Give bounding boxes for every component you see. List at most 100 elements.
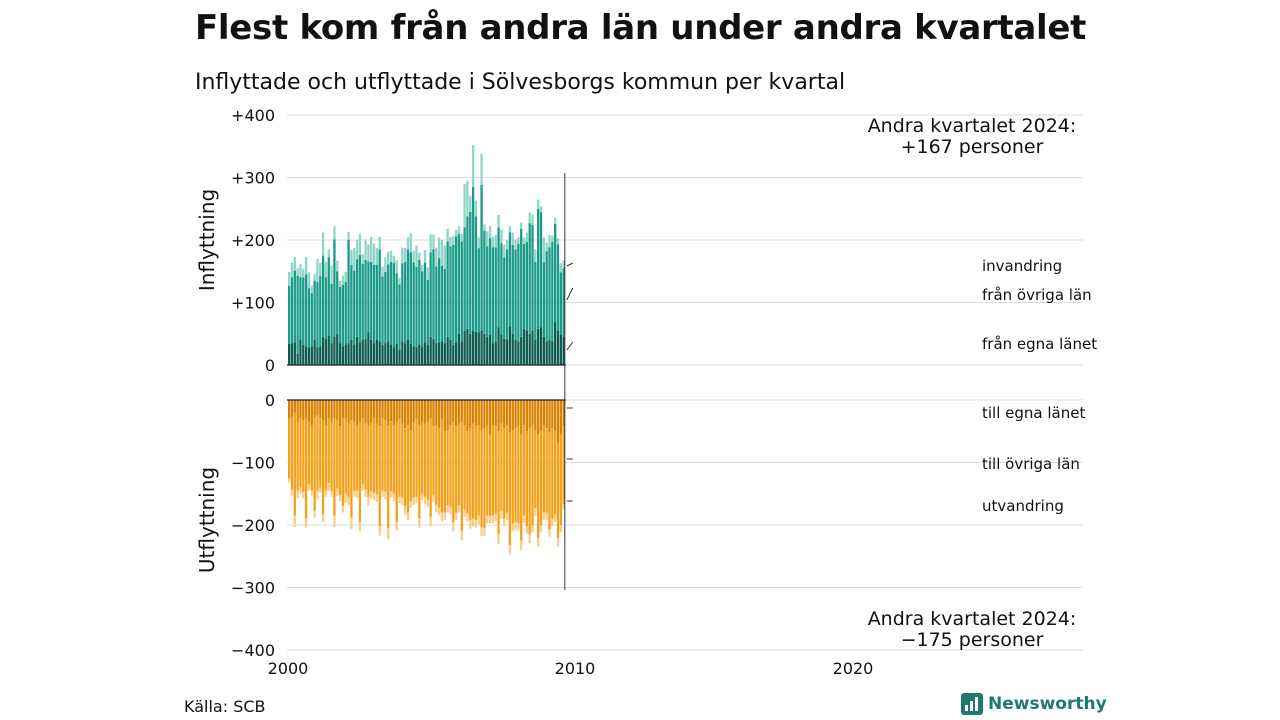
bar-segment bbox=[545, 242, 548, 252]
bar-segment bbox=[559, 272, 562, 335]
bar-segment bbox=[517, 523, 520, 531]
bar-segment bbox=[364, 239, 367, 261]
bar-segment bbox=[525, 526, 529, 534]
bar-segment bbox=[327, 483, 330, 491]
bar-segment bbox=[497, 400, 500, 432]
bar-segment bbox=[542, 400, 545, 425]
bar-segment bbox=[341, 285, 345, 347]
bar-segment bbox=[324, 277, 328, 339]
bar-segment bbox=[288, 343, 291, 365]
bar-segment bbox=[454, 400, 458, 427]
bar-segment bbox=[452, 522, 455, 532]
bar-segment bbox=[483, 230, 486, 334]
bar-segment bbox=[435, 425, 438, 505]
bar-segment bbox=[288, 478, 291, 483]
bar-segment bbox=[367, 332, 370, 365]
bar-segment bbox=[319, 487, 322, 493]
bar-segment bbox=[358, 233, 362, 255]
bar-segment bbox=[474, 216, 478, 332]
bar-segment bbox=[471, 330, 475, 366]
bar-segment bbox=[497, 534, 500, 544]
bar-segment bbox=[316, 281, 319, 348]
bar-segment bbox=[514, 340, 517, 365]
bar-segment bbox=[370, 422, 373, 492]
bar-segment bbox=[514, 400, 517, 429]
bar-segment bbox=[398, 418, 401, 497]
bar-segment bbox=[466, 431, 469, 514]
bar-segment bbox=[384, 257, 387, 272]
bar-segment bbox=[344, 271, 347, 282]
bar-segment bbox=[375, 340, 379, 365]
bar-segment bbox=[395, 521, 398, 531]
bar-segment bbox=[522, 237, 526, 244]
bar-segment bbox=[313, 400, 316, 418]
bar-segment bbox=[480, 185, 483, 331]
bar-segment bbox=[404, 343, 407, 366]
bar-segment bbox=[531, 400, 534, 425]
bar-segment bbox=[378, 426, 381, 527]
bar-segment bbox=[559, 400, 562, 435]
bar-segment bbox=[480, 430, 483, 527]
bar-segment bbox=[440, 512, 444, 522]
bar-segment bbox=[537, 328, 540, 365]
x-tick-label: 2000 bbox=[268, 659, 309, 678]
bar-segment bbox=[494, 513, 497, 522]
bar-segment bbox=[559, 434, 562, 526]
y-tick-label: +300 bbox=[231, 169, 275, 188]
bar-segment bbox=[486, 515, 489, 524]
bar-segment bbox=[344, 281, 347, 345]
bar-segment bbox=[452, 421, 455, 523]
bar-segment bbox=[296, 400, 299, 422]
bar-segment bbox=[361, 484, 364, 491]
label-leader-line bbox=[566, 262, 574, 267]
bar-segment bbox=[304, 518, 308, 528]
bar-segment bbox=[488, 335, 492, 365]
bar-segment bbox=[426, 345, 429, 365]
bar-segment bbox=[426, 421, 429, 500]
bar-segment bbox=[511, 232, 514, 245]
bar-segment bbox=[319, 400, 322, 419]
bar-segment bbox=[551, 518, 554, 527]
bar-segment bbox=[525, 330, 529, 366]
bar-segment bbox=[387, 251, 390, 265]
bar-segment bbox=[452, 235, 455, 246]
bar-segment bbox=[421, 346, 424, 365]
bar-segment bbox=[336, 420, 339, 489]
bar-segment bbox=[522, 400, 526, 425]
bar-segment bbox=[296, 490, 299, 499]
bar-segment bbox=[302, 400, 305, 420]
bar-segment bbox=[370, 236, 373, 262]
bar-segment bbox=[517, 400, 520, 427]
bar-segment bbox=[452, 400, 455, 422]
bar-segment bbox=[559, 263, 562, 273]
bar-segment bbox=[418, 345, 421, 365]
bar-segment bbox=[483, 333, 486, 365]
bar-segment bbox=[409, 233, 412, 253]
bar-segment bbox=[471, 145, 475, 187]
bar-segment bbox=[551, 341, 554, 365]
source-label: Källa: SCB bbox=[184, 697, 266, 716]
bar-segment bbox=[406, 512, 410, 520]
bar-segment bbox=[288, 400, 291, 419]
bar-segment bbox=[384, 271, 387, 344]
bar-segment bbox=[302, 345, 305, 365]
bar-segment bbox=[471, 400, 475, 424]
bar-segment bbox=[426, 267, 429, 280]
bar-segment bbox=[418, 252, 421, 260]
bar-segment bbox=[310, 425, 313, 491]
bar-segment bbox=[511, 245, 514, 334]
bar-segment bbox=[412, 250, 415, 263]
bar-segment bbox=[503, 257, 506, 339]
bar-segment bbox=[457, 226, 461, 234]
bar-segment bbox=[288, 285, 291, 344]
bar-segment bbox=[350, 340, 353, 365]
bar-segment bbox=[409, 400, 412, 430]
bar-segment bbox=[457, 505, 461, 513]
bar-segment bbox=[454, 426, 458, 513]
bar-segment bbox=[545, 512, 548, 520]
bar-segment bbox=[446, 430, 449, 505]
bar-segment bbox=[404, 428, 407, 507]
bar-segment bbox=[449, 236, 452, 247]
bar-segment bbox=[313, 280, 316, 341]
bar-segment bbox=[494, 235, 497, 248]
